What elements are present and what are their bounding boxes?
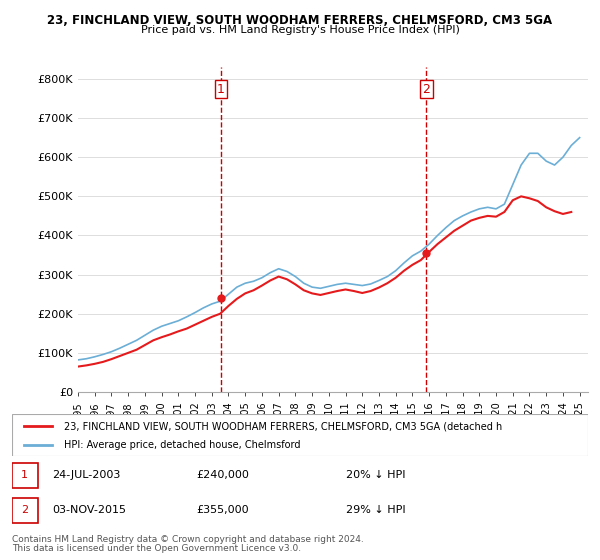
Text: £240,000: £240,000 [196,470,249,480]
Text: Price paid vs. HM Land Registry's House Price Index (HPI): Price paid vs. HM Land Registry's House … [140,25,460,35]
FancyBboxPatch shape [12,463,38,488]
FancyBboxPatch shape [12,497,38,523]
Text: 20% ↓ HPI: 20% ↓ HPI [346,470,406,480]
Text: This data is licensed under the Open Government Licence v3.0.: This data is licensed under the Open Gov… [12,544,301,553]
Text: 23, FINCHLAND VIEW, SOUTH WOODHAM FERRERS, CHELMSFORD, CM3 5GA (detached h: 23, FINCHLAND VIEW, SOUTH WOODHAM FERRER… [64,421,502,431]
Text: Contains HM Land Registry data © Crown copyright and database right 2024.: Contains HM Land Registry data © Crown c… [12,535,364,544]
Text: 1: 1 [21,470,28,480]
Text: 1: 1 [217,83,225,96]
Text: 23, FINCHLAND VIEW, SOUTH WOODHAM FERRERS, CHELMSFORD, CM3 5GA: 23, FINCHLAND VIEW, SOUTH WOODHAM FERRER… [47,14,553,27]
Text: 29% ↓ HPI: 29% ↓ HPI [346,505,406,515]
Text: 24-JUL-2003: 24-JUL-2003 [52,470,121,480]
Text: 03-NOV-2015: 03-NOV-2015 [52,505,127,515]
Text: 2: 2 [422,83,430,96]
Text: HPI: Average price, detached house, Chelmsford: HPI: Average price, detached house, Chel… [64,440,301,450]
FancyBboxPatch shape [12,414,588,456]
Text: £355,000: £355,000 [196,505,249,515]
Text: 2: 2 [21,505,28,515]
